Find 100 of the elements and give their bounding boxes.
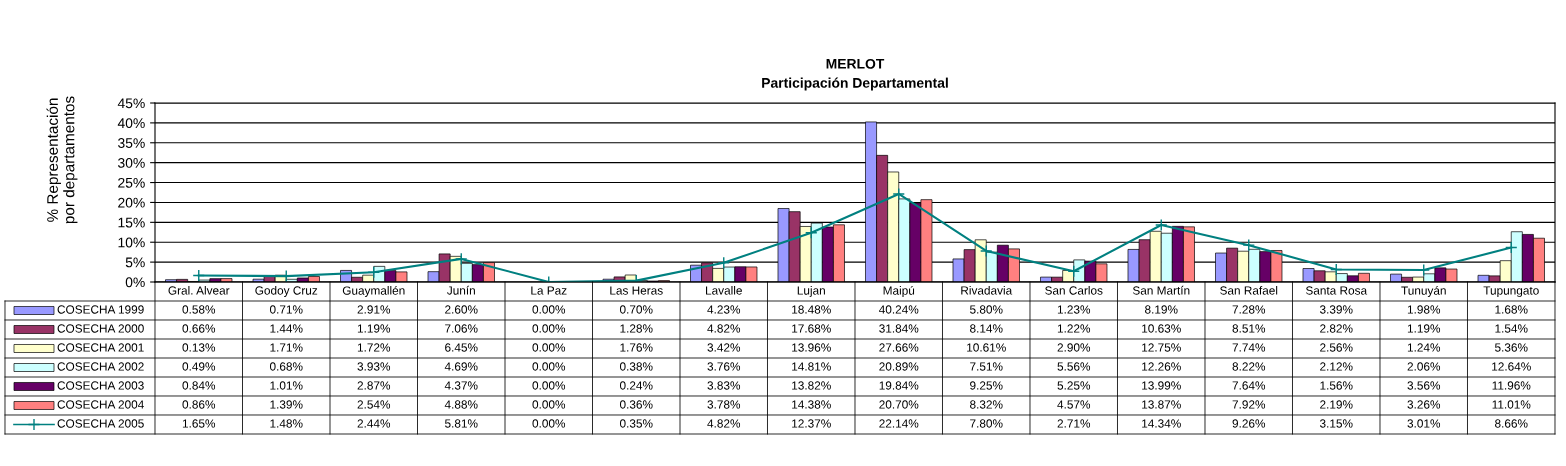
data-label: 0.86% [182,400,216,409]
data-label: 3.01% [1407,419,1441,428]
data-label: 7.80% [970,419,1003,428]
x-tick-label: Lavalle [706,286,742,295]
data-label: 13.99% [1142,381,1181,390]
data-label: 7.51% [970,362,1003,371]
chart-subtitle: Participación Departamental [762,77,948,91]
data-label: 0.71% [269,305,303,314]
data-label: 14.38% [792,400,831,409]
data-label: 2.19% [1320,400,1353,409]
data-label: 13.96% [792,343,831,352]
data-label: 3.76% [707,362,741,371]
data-label: 2.90% [1057,343,1091,352]
x-tick-label: Gral. Alvear [168,286,230,295]
data-label: 0.00% [532,324,566,333]
data-label: 1.68% [1495,305,1528,314]
data-label: 5.81% [444,419,478,428]
data-label: 4.23% [707,305,741,314]
data-label: 1.71% [270,343,303,352]
data-label: 8.19% [1145,305,1178,314]
data-label: 19.84% [879,381,919,390]
data-label: 22.14% [879,419,919,428]
data-label: 3.56% [1407,381,1441,390]
data-label: 0.35% [619,419,653,428]
data-label: 1.24% [1407,343,1441,352]
data-label: 0.70% [619,305,653,314]
data-label: 1.22% [1057,324,1091,333]
data-label: 9.26% [1232,419,1266,428]
data-label: 10.61% [967,343,1006,352]
data-label: 1.01% [270,381,303,390]
data-label: 1.54% [1495,324,1528,333]
data-label: 7.92% [1232,400,1266,409]
data-label: 11.01% [1492,400,1531,409]
x-tick-label: Tupungato [1483,286,1539,297]
data-label: 20.70% [879,400,919,409]
x-tick-label: San Rafael [1220,286,1278,295]
data-label: 2.71% [1057,419,1091,428]
data-label: 12.75% [1142,343,1181,352]
data-label: 20.89% [879,362,919,371]
data-label: 0.68% [269,362,303,371]
data-label: 8.66% [1495,419,1528,428]
data-label: 0.00% [532,362,566,371]
data-label: 1.19% [1407,324,1441,333]
y-tick-label: 40% [117,118,145,129]
y-tick-label: 0% [125,277,145,288]
x-tick-label: Las Heras [610,286,663,295]
y-tick-label: 15% [118,217,145,228]
legend-label: COSECHA 2004 [57,400,144,409]
x-tick-label: Maipú [883,285,915,298]
data-label: 2.06% [1407,362,1441,371]
y-axis-title: % Representación por departamentos [46,96,78,224]
data-label: 3.15% [1319,419,1353,428]
data-label: 0.84% [182,381,216,390]
data-label: 2.91% [357,305,391,314]
data-label: 0.00% [532,305,566,314]
data-label: 1.76% [620,343,653,352]
y-tick-label: 45% [117,98,145,109]
legend-label: COSECHA 1999 [57,305,144,314]
data-label: 13.87% [1142,400,1181,409]
data-label: 3.26% [1407,400,1441,409]
data-label: 4.82% [707,324,741,333]
data-label: 4.37% [444,381,478,390]
data-label: 2.87% [357,381,391,390]
data-label: 17.68% [792,324,831,333]
data-label: 3.78% [707,400,741,409]
data-label: 8.32% [970,400,1003,409]
data-label: 7.28% [1232,305,1266,314]
y-tick-label: 10% [118,237,145,248]
x-tick-label: Rivadavia [961,286,1013,295]
data-label: 5.36% [1494,343,1528,352]
data-label: 1.98% [1407,305,1441,314]
data-label: 0.00% [532,343,566,352]
data-label: 5.25% [1057,381,1091,390]
x-tick-label: San Carlos [1045,286,1103,295]
data-label: 18.48% [792,305,831,314]
data-label: 1.56% [1320,381,1353,390]
data-label: 1.44% [270,324,303,333]
data-label: 2.54% [357,400,391,409]
legend-label: COSECHA 2005 [57,419,144,428]
data-label: 2.60% [445,305,478,314]
data-label: 1.39% [270,400,303,409]
legend-label: COSECHA 2001 [57,343,144,352]
data-label: 0.00% [532,400,566,409]
data-label: 0.38% [619,362,653,371]
data-label: 12.64% [1492,362,1531,371]
data-label: 14.81% [792,362,831,371]
data-label: 0.13% [182,343,216,352]
data-label: 5.80% [969,305,1003,314]
data-label: 1.48% [270,419,303,428]
y-tick-label: 20% [118,197,145,208]
y-tick-label: 35% [118,138,145,148]
chart-title: MERLOT [826,58,885,69]
legend-label: COSECHA 2003 [57,381,144,390]
x-tick-label: San Martín [1132,285,1190,295]
y-tick-label: 25% [118,177,145,188]
data-label: 6.45% [445,343,478,352]
data-label: 13.82% [792,381,831,390]
data-label: 0.58% [182,305,216,314]
data-label: 9.25% [970,381,1003,390]
data-label: 3.39% [1319,305,1353,314]
